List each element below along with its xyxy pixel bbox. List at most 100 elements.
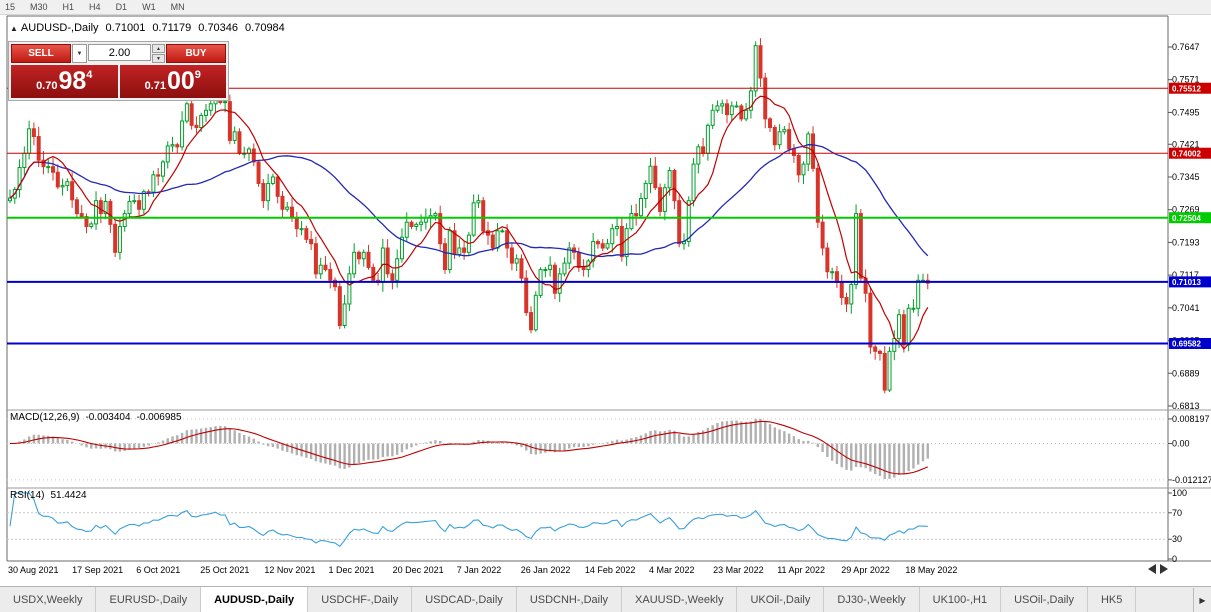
sell-price-sup: 4 <box>86 69 93 81</box>
timeframe-button-h4[interactable]: H4 <box>89 2 101 12</box>
ma-slow-line <box>9 144 929 258</box>
macd-signal-value: -0.006985 <box>136 412 182 423</box>
timeframe-button-m30[interactable]: M30 <box>30 2 48 12</box>
svg-text:0.7193: 0.7193 <box>1172 237 1200 247</box>
scroll-left-button[interactable] <box>1148 564 1156 574</box>
rsi-line <box>9 492 928 548</box>
price-badges: 0.75512 0.74002 0.72504 0.71013 0.69582 <box>1169 82 1211 349</box>
chart-tab[interactable]: AUDUSD-,Daily <box>201 587 309 612</box>
buy-price-big: 00 <box>166 67 195 95</box>
timeframe-button-d1[interactable]: D1 <box>115 2 128 12</box>
chart-tab[interactable]: HK5 <box>1088 587 1137 612</box>
lot-dropdown-button[interactable]: ▼ <box>72 44 87 63</box>
svg-text:30 Aug 2021: 30 Aug 2021 <box>8 565 59 575</box>
svg-text:0.6813: 0.6813 <box>1172 401 1200 411</box>
price-axis[interactable]: 0.7647 0.7571 0.7495 0.7421 0.7345 0.7269 0.71… <box>1168 42 1211 564</box>
chart-tab[interactable]: USOil-,Daily <box>1001 587 1088 612</box>
svg-text:26 Jan 2022: 26 Jan 2022 <box>521 565 571 575</box>
svg-text:0: 0 <box>1172 554 1177 564</box>
lot-spinner: ▲ ▼ <box>152 44 165 63</box>
timeframe-button-15[interactable]: 15 <box>5 2 16 12</box>
svg-text:0.7571: 0.7571 <box>1172 75 1200 85</box>
macd-indicator-label: MACD(12,26,9) -0.003404 -0.006985 <box>10 412 182 423</box>
svg-text:0.7421: 0.7421 <box>1172 139 1200 149</box>
chart-tabs-bar: USDX,Weekly EURUSD-,Daily AUDUSD-,Daily USD… <box>0 586 1211 612</box>
chart-tab[interactable]: UK100-,H1 <box>920 587 1002 612</box>
one-click-trading-panel: SELL ▼ ▲ ▼ BUY 0.70 98 4 0.71 00 9 <box>8 41 229 101</box>
buy-price-sup: 9 <box>194 69 201 81</box>
svg-text:0.00: 0.00 <box>1172 439 1190 449</box>
svg-text:0.7495: 0.7495 <box>1172 107 1200 117</box>
svg-text:11 Apr 2022: 11 Apr 2022 <box>777 565 825 575</box>
chart-scroll-arrows <box>1148 564 1168 574</box>
svg-text:20 Dec 2021: 20 Dec 2021 <box>393 565 444 575</box>
timeframe-button-h1[interactable]: H1 <box>62 2 75 12</box>
sell-price-display[interactable]: 0.70 98 4 <box>11 65 118 98</box>
ohlc-close: 0.70984 <box>245 22 285 34</box>
svg-text:23 Mar 2022: 23 Mar 2022 <box>713 565 764 575</box>
timeframe-toolbar: 15 M30 H1 H4 D1 W1 MN <box>0 0 1211 15</box>
rsi-levels <box>7 512 1168 540</box>
timeframe-button-w1[interactable]: W1 <box>142 2 156 12</box>
chart-tab[interactable]: USDCAD-,Daily <box>412 587 517 612</box>
svg-text:1 Dec 2021: 1 Dec 2021 <box>329 565 375 575</box>
ma-fast-line <box>9 95 929 350</box>
rsi-indicator-label: RSI(14) 51.4424 <box>10 490 87 501</box>
sell-price-prefix: 0.70 <box>36 80 58 92</box>
svg-text:0.7269: 0.7269 <box>1172 205 1200 215</box>
svg-text:0.69582: 0.69582 <box>1172 340 1201 349</box>
chart-tab[interactable]: USDCHF-,Daily <box>308 587 413 612</box>
svg-text:0.7041: 0.7041 <box>1172 303 1200 313</box>
chart-title: ▲ AUDUSD-,Daily 0.71001 0.71179 0.70346 0.709… <box>10 22 285 34</box>
svg-text:0.7647: 0.7647 <box>1172 42 1200 52</box>
buy-button[interactable]: BUY <box>166 44 226 63</box>
chart-tab[interactable]: DJ30-,Weekly <box>824 587 920 612</box>
symbol-name: AUDUSD-,Daily <box>20 22 99 34</box>
svg-text:30: 30 <box>1172 534 1182 544</box>
chart-tab[interactable]: USDX,Weekly <box>0 587 97 612</box>
chart-tab[interactable]: USDCNH-,Daily <box>517 587 623 612</box>
scroll-right-button[interactable] <box>1160 564 1168 574</box>
svg-text:4 Mar 2022: 4 Mar 2022 <box>649 565 695 575</box>
svg-text:-0.012127: -0.012127 <box>1172 475 1211 485</box>
svg-text:14 Feb 2022: 14 Feb 2022 <box>585 565 636 575</box>
timeframe-button-mn[interactable]: MN <box>170 2 185 12</box>
buy-price-prefix: 0.71 <box>144 80 166 92</box>
svg-text:6 Oct 2021: 6 Oct 2021 <box>136 565 180 575</box>
buy-price-display[interactable]: 0.71 00 9 <box>119 65 226 98</box>
svg-text:0.7345: 0.7345 <box>1172 172 1200 182</box>
chart-tab[interactable]: UKOil-,Daily <box>737 587 825 612</box>
macd-name: MACD(12,26,9) <box>10 412 80 423</box>
svg-text:70: 70 <box>1172 508 1182 518</box>
spin-up-button[interactable]: ▲ <box>152 44 165 53</box>
chart-tab[interactable]: EURUSD-,Daily <box>96 587 202 612</box>
svg-text:7 Jan 2022: 7 Jan 2022 <box>457 565 502 575</box>
svg-text:25 Oct 2021: 25 Oct 2021 <box>200 565 249 575</box>
svg-text:0.74002: 0.74002 <box>1172 149 1201 158</box>
date-axis[interactable]: 30 Aug 2021 17 Sep 2021 6 Oct 2021 25 Oct 2… <box>8 565 957 575</box>
sell-price-big: 98 <box>58 67 87 95</box>
macd-main-value: -0.003404 <box>85 412 131 423</box>
svg-text:0.7117: 0.7117 <box>1172 270 1199 280</box>
svg-text:100: 100 <box>1172 488 1187 498</box>
lot-size-input[interactable] <box>88 44 151 61</box>
ohlc-open: 0.71001 <box>105 22 146 34</box>
chevron-down-icon: ▼ <box>76 50 83 57</box>
svg-text:0.72504: 0.72504 <box>1172 214 1201 223</box>
svg-text:29 Apr 2022: 29 Apr 2022 <box>841 565 890 575</box>
svg-text:0.75512: 0.75512 <box>1172 84 1201 93</box>
svg-text:12 Nov 2021: 12 Nov 2021 <box>264 565 315 575</box>
macd-signal-line <box>9 420 929 475</box>
macd-grid <box>7 418 1168 481</box>
svg-text:18 May 2022: 18 May 2022 <box>905 565 957 575</box>
one-click-panel-toggle-icon[interactable]: ▲ <box>10 24 18 33</box>
sell-button[interactable]: SELL <box>11 44 71 63</box>
ohlc-high: 0.71179 <box>152 22 192 34</box>
spin-down-button[interactable]: ▼ <box>152 54 165 63</box>
rsi-value: 51.4424 <box>50 490 87 501</box>
chevron-right-icon: ▶ <box>1199 595 1206 605</box>
chart-tab[interactable]: XAUUSD-,Weekly <box>622 587 738 612</box>
tab-scroll-right-button[interactable]: ▶ <box>1193 588 1211 612</box>
